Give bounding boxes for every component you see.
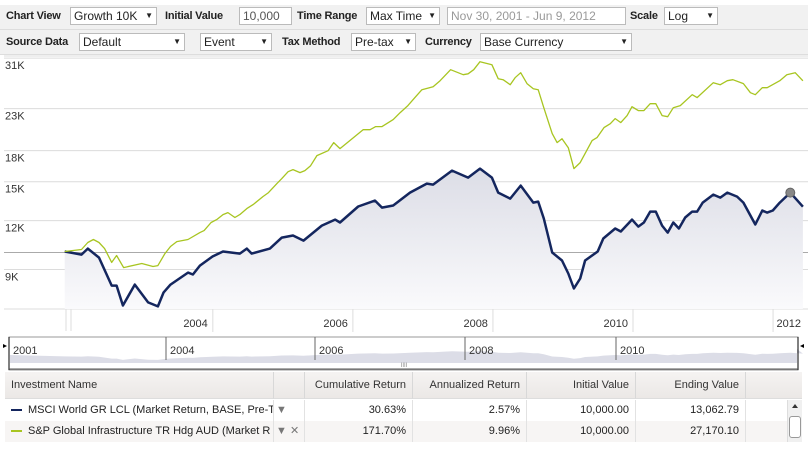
- dropdown-arrow-icon: ▼: [428, 11, 436, 20]
- annualized-cell: 2.57%: [413, 400, 527, 421]
- col-actions: [274, 372, 305, 399]
- y-tick-label: 9K: [5, 272, 19, 284]
- y-tick-label: 18K: [5, 153, 25, 165]
- col-annualized-return[interactable]: Annualized Return: [413, 372, 527, 399]
- navigator-preview-area: [10, 349, 803, 363]
- y-tick-label: 15K: [5, 184, 25, 196]
- navigator-year-label: 2001: [13, 345, 37, 357]
- series-color-swatch: [11, 409, 22, 412]
- currency-select[interactable]: Base Currency ▼: [480, 33, 632, 51]
- ending-cell: 27,170.10: [636, 421, 746, 442]
- series-line-2[interactable]: [64, 61, 804, 269]
- source-data-select[interactable]: Default ▼: [79, 33, 185, 51]
- source-data-value: Default: [83, 35, 122, 49]
- dropdown-arrow-icon: ▼: [173, 37, 181, 46]
- dropdown-arrow-icon: ▼: [145, 11, 153, 20]
- left-arrow-icon[interactable]: [3, 344, 7, 348]
- initial-cell: 10,000.00: [527, 421, 636, 442]
- range-navigator[interactable]: 2001 2004 2006 2008 2010 IIII: [3, 336, 804, 371]
- event-value: Event: [204, 35, 235, 49]
- chart-view-value: Growth 10K: [74, 9, 138, 23]
- annualized-cell: 9.96%: [413, 421, 527, 442]
- row-actions-cell: ▼: [274, 400, 305, 421]
- col-investment-name[interactable]: Investment Name: [5, 372, 274, 399]
- scale-value: Log: [668, 9, 689, 23]
- x-tick-label: 2004: [183, 318, 207, 330]
- scale-select[interactable]: Log ▼: [664, 7, 718, 25]
- x-tick-label: 2008: [463, 318, 487, 330]
- time-range-label: Time Range: [297, 10, 358, 22]
- chart-view-select[interactable]: Growth 10K ▼: [70, 7, 157, 25]
- col-ending-value[interactable]: Ending Value: [636, 372, 746, 399]
- filler-cell: [746, 421, 787, 442]
- x-tick-label: 2012: [777, 318, 801, 330]
- tax-method-select[interactable]: Pre-tax ▼: [351, 33, 416, 51]
- chart-view-label: Chart View: [6, 10, 61, 22]
- series-area: [64, 168, 803, 309]
- investment-name: MSCI World GR LCL (Market Return, BASE, …: [28, 404, 274, 416]
- ending-cell: 13,062.79: [636, 400, 746, 421]
- col-cumulative-return[interactable]: Cumulative Return: [305, 372, 413, 399]
- dropdown-arrow-icon: ▼: [706, 11, 714, 20]
- row-actions-cell: ▼ ✕: [274, 421, 305, 442]
- series-color-swatch: [11, 430, 22, 433]
- navigator-year-label: 2006: [319, 345, 343, 357]
- navigator-year-label: 2004: [170, 345, 194, 357]
- navigator-year-label: 2008: [469, 345, 493, 357]
- currency-label: Currency: [425, 36, 472, 48]
- table-row[interactable]: MSCI World GR LCL (Market Return, BASE, …: [5, 400, 787, 421]
- source-data-label: Source Data: [6, 36, 68, 48]
- cumulative-cell: 30.63%: [305, 400, 413, 421]
- time-range-select[interactable]: Max Time ▼: [366, 7, 440, 25]
- y-tick-label: 12K: [5, 223, 25, 235]
- dropdown-arrow-icon: ▼: [404, 37, 412, 46]
- y-tick-label: 23K: [5, 111, 25, 123]
- scale-label: Scale: [630, 10, 658, 22]
- dropdown-arrow-icon: ▼: [620, 37, 628, 46]
- growth-chart: 31K 23K 18K 15K 12K 9K 2004 2006 2008 2010 2012 20…: [3, 55, 808, 371]
- time-range-value: Max Time: [370, 9, 423, 23]
- investment-name-cell: S&P Global Infrastructure TR Hdg AUD (Ma…: [5, 421, 274, 442]
- scroll-up-icon[interactable]: [792, 404, 798, 408]
- currency-value: Base Currency: [484, 35, 564, 49]
- initial-value-label: Initial Value: [165, 10, 223, 22]
- remove-icon[interactable]: ✕: [289, 425, 300, 437]
- right-arrow-icon[interactable]: [800, 344, 804, 348]
- y-tick-label: 31K: [5, 60, 25, 72]
- tax-method-value: Pre-tax: [355, 35, 394, 49]
- investment-name: S&P Global Infrastructure TR Hdg AUD (Ma…: [28, 425, 271, 437]
- dropdown-arrow-icon: ▼: [260, 37, 268, 46]
- series-line-1[interactable]: [64, 167, 804, 308]
- row-menu-icon[interactable]: ▼: [276, 404, 287, 416]
- table-row[interactable]: S&P Global Infrastructure TR Hdg AUD (Ma…: [5, 421, 787, 442]
- tax-method-label: Tax Method: [282, 36, 341, 48]
- col-initial-value[interactable]: Initial Value: [527, 372, 636, 399]
- row-menu-icon[interactable]: ▼: [276, 425, 287, 437]
- col-filler: [746, 372, 802, 399]
- initial-cell: 10,000.00: [527, 400, 636, 421]
- date-range-input[interactable]: Nov 30, 2001 - Jun 9, 2012: [447, 7, 626, 25]
- x-tick-label: 2010: [604, 318, 628, 330]
- table-scrollbar[interactable]: [787, 400, 802, 442]
- hover-marker[interactable]: [785, 187, 796, 198]
- scroll-thumb[interactable]: [789, 416, 801, 438]
- cumulative-cell: 171.70%: [305, 421, 413, 442]
- investment-name-cell: MSCI World GR LCL (Market Return, BASE, …: [5, 400, 274, 421]
- navigator-year-label: 2010: [620, 345, 644, 357]
- filler-cell: [746, 400, 787, 421]
- event-select[interactable]: Event ▼: [200, 33, 272, 51]
- navigator-grip-icon[interactable]: IIII: [401, 363, 408, 369]
- x-tick-label: 2006: [323, 318, 347, 330]
- initial-value-input[interactable]: 10,000: [239, 7, 292, 25]
